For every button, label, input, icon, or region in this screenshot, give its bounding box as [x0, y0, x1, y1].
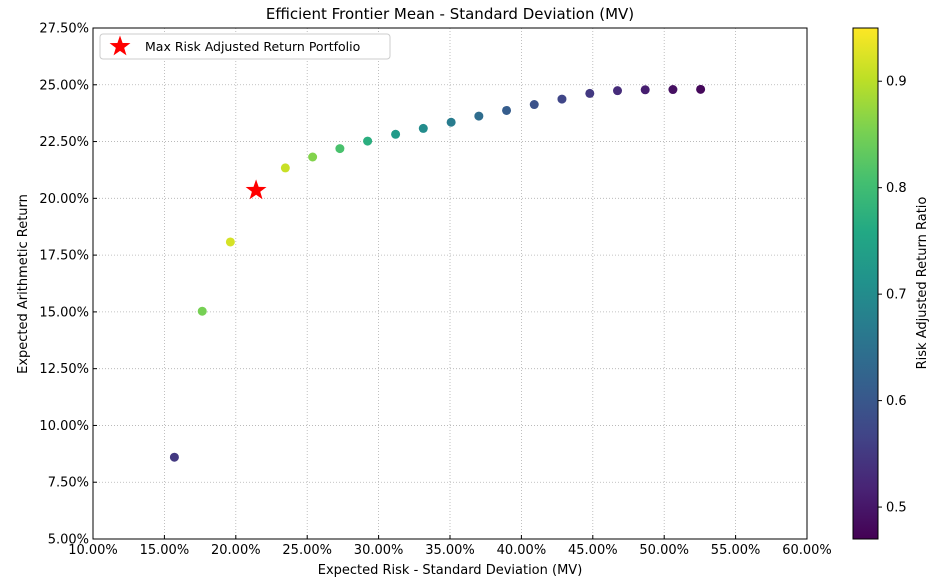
scatter-point: [557, 94, 567, 104]
y-tick-label: 17.50%: [39, 249, 89, 264]
scatter-point: [613, 86, 623, 96]
colorbar-ticks: 0.5 0.6 0.7 0.8 0.9: [878, 75, 907, 516]
scatter-point: [446, 117, 456, 127]
scatter-point: [169, 452, 179, 462]
x-tick-label: 40.00%: [497, 543, 547, 558]
y-tick-label: 27.50%: [39, 22, 89, 37]
scatter-point: [197, 306, 207, 316]
legend-star-glyph: [109, 35, 131, 56]
legend-box: [99, 33, 391, 60]
colorbar-tick-label: 0.6: [886, 394, 907, 409]
scatter-point: [668, 85, 678, 95]
scatter-points: [169, 84, 706, 462]
scatter-point: [418, 123, 428, 133]
legend-entry: Max Risk Adjusted Return Portfolio: [145, 39, 360, 54]
y-tick-label: 20.00%: [39, 192, 89, 207]
colorbar-gradient: [852, 27, 879, 540]
grid: [93, 28, 807, 539]
scatter-point: [585, 88, 595, 98]
x-axis-label: Expected Risk - Standard Deviation (MV): [318, 563, 583, 578]
x-tick-label: 55.00%: [711, 543, 761, 558]
scatter-point: [640, 85, 650, 95]
scatter-point: [474, 111, 484, 121]
highlight-marker-group: [245, 179, 267, 200]
max-risk-adjusted-star-marker: [245, 179, 267, 200]
x-tick-label: 25.00%: [282, 543, 332, 558]
scatter-point: [225, 237, 235, 247]
scatter-point: [363, 136, 373, 146]
colorbar-tick-label: 0.8: [886, 181, 907, 196]
scatter-point: [696, 84, 706, 94]
x-tick-label: 45.00%: [568, 543, 618, 558]
scatter-point: [335, 144, 345, 154]
y-tick-label: 25.00%: [39, 78, 89, 93]
scatter-point: [280, 163, 290, 173]
legend: Max Risk Adjusted Return Portfolio: [99, 33, 391, 60]
chart-title: Efficient Frontier Mean - Standard Devia…: [266, 5, 634, 23]
colorbar-tick-label: 0.7: [886, 288, 907, 303]
scatter-point: [308, 152, 318, 162]
y-tick-label: 22.50%: [39, 135, 89, 150]
x-tick-label: 20.00%: [211, 543, 261, 558]
colorbar: 0.5 0.6 0.7 0.8 0.9 Risk Adjusted Return Rat…: [852, 27, 930, 540]
x-tick-label: 30.00%: [354, 543, 404, 558]
colorbar-tick-label: 0.5: [886, 501, 907, 516]
x-tick-label: 10.00%: [68, 543, 118, 558]
y-tick-label: 12.50%: [39, 362, 89, 377]
y-axis: 5.00% 7.50% 10.00% 12.50% 15.00% 17.50% 20.00%…: [39, 22, 97, 548]
y-tick-label: 7.50%: [48, 476, 89, 491]
scatter-point: [502, 105, 512, 115]
colorbar-tick-label: 0.9: [886, 75, 907, 90]
colorbar-label: Risk Adjusted Return Ratio: [915, 197, 930, 370]
x-tick-label: 35.00%: [425, 543, 475, 558]
y-tick-label: 10.00%: [39, 419, 89, 434]
legend-star-icon: [109, 35, 131, 56]
y-tick-label: 15.00%: [39, 305, 89, 320]
x-tick-label: 60.00%: [782, 543, 832, 558]
x-tick-label: 15.00%: [140, 543, 190, 558]
x-axis: 10.00% 15.00% 20.00% 25.00% 30.00% 35.00% 40.0…: [68, 535, 832, 558]
y-tick-label: 5.00%: [48, 533, 89, 548]
x-tick-label: 50.00%: [639, 543, 689, 558]
y-axis-label: Expected Arithmetic Return: [16, 194, 31, 374]
scatter-point: [529, 100, 539, 110]
scatter-point: [391, 129, 401, 139]
